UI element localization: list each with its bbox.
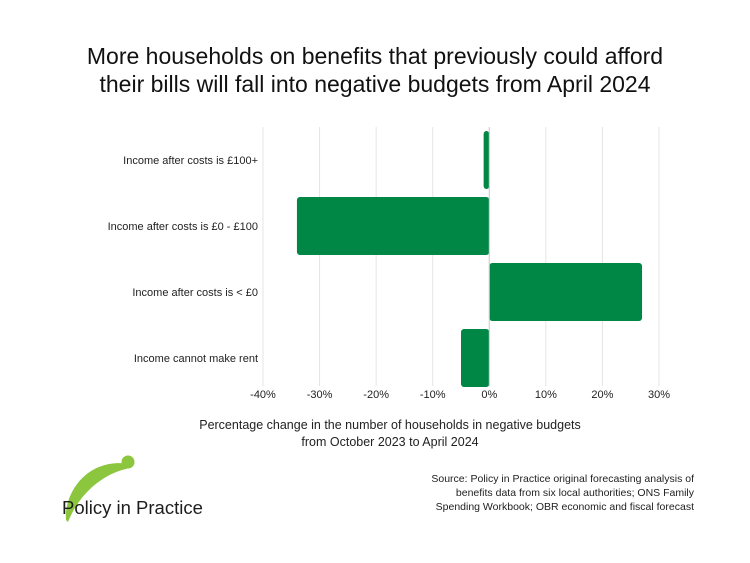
x-tick-label: -40% xyxy=(250,389,276,401)
bar xyxy=(489,263,643,321)
x-tick-label: 0% xyxy=(481,389,497,401)
x-axis-label-line-2: from October 2023 to April 2024 xyxy=(301,435,479,449)
source-line-3: Spending Workbook; OBR economic and fisc… xyxy=(435,501,694,513)
bar-chart: -40% -30% -20% -10% 0% 10% 20% 30% Income after … xyxy=(108,127,670,401)
x-tick-label: 30% xyxy=(648,389,670,401)
bar xyxy=(461,329,490,387)
policy-in-practice-logo: Policy in Practice xyxy=(54,452,224,527)
category-label: Income after costs is £100+ xyxy=(123,155,258,167)
x-axis-label: Percentage change in the number of house… xyxy=(0,417,750,451)
category-label: Income after costs is < £0 xyxy=(132,287,258,299)
logo-swoosh-icon xyxy=(65,455,135,522)
x-tick-label: -30% xyxy=(307,389,333,401)
bar xyxy=(296,197,490,255)
category-label: Income after costs is £0 - £100 xyxy=(108,221,258,233)
x-tick-label: 20% xyxy=(591,389,613,401)
source-note: Source: Policy in Practice original fore… xyxy=(374,472,694,514)
chart-title-line-2: their bills will fall into negative budg… xyxy=(99,71,651,97)
chart-title-line-1: More households on benefits that previou… xyxy=(86,43,664,69)
x-tick-label: -20% xyxy=(363,389,389,401)
x-tick-label: 10% xyxy=(535,389,557,401)
x-tick-label: -10% xyxy=(420,389,446,401)
source-line-1: Source: Policy in Practice original fore… xyxy=(431,473,694,485)
x-axis-label-line-1: Percentage change in the number of house… xyxy=(199,418,581,432)
chart-title: More households on benefits that previou… xyxy=(0,42,750,98)
bar xyxy=(483,131,490,189)
logo-text: Policy in Practice xyxy=(62,497,203,518)
source-line-2: benefits data from six local authorities… xyxy=(455,487,694,499)
category-label: Income cannot make rent xyxy=(134,353,258,365)
